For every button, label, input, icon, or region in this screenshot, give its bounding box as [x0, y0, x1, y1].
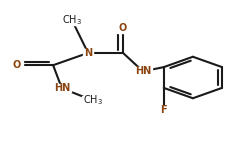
Bar — [82, 95, 104, 106]
Text: HN: HN — [134, 66, 150, 76]
Text: HN: HN — [54, 83, 70, 93]
Bar — [117, 24, 128, 33]
Bar — [83, 49, 93, 57]
Bar — [133, 67, 152, 76]
Text: CH$_3$: CH$_3$ — [83, 94, 103, 107]
Bar — [158, 106, 168, 114]
Text: F: F — [160, 105, 166, 115]
Text: CH$_3$: CH$_3$ — [62, 13, 82, 27]
Bar — [53, 84, 70, 93]
Bar — [61, 15, 82, 25]
Bar — [11, 61, 22, 69]
Text: N: N — [84, 48, 92, 58]
Text: O: O — [13, 60, 21, 70]
Text: O: O — [118, 23, 126, 33]
